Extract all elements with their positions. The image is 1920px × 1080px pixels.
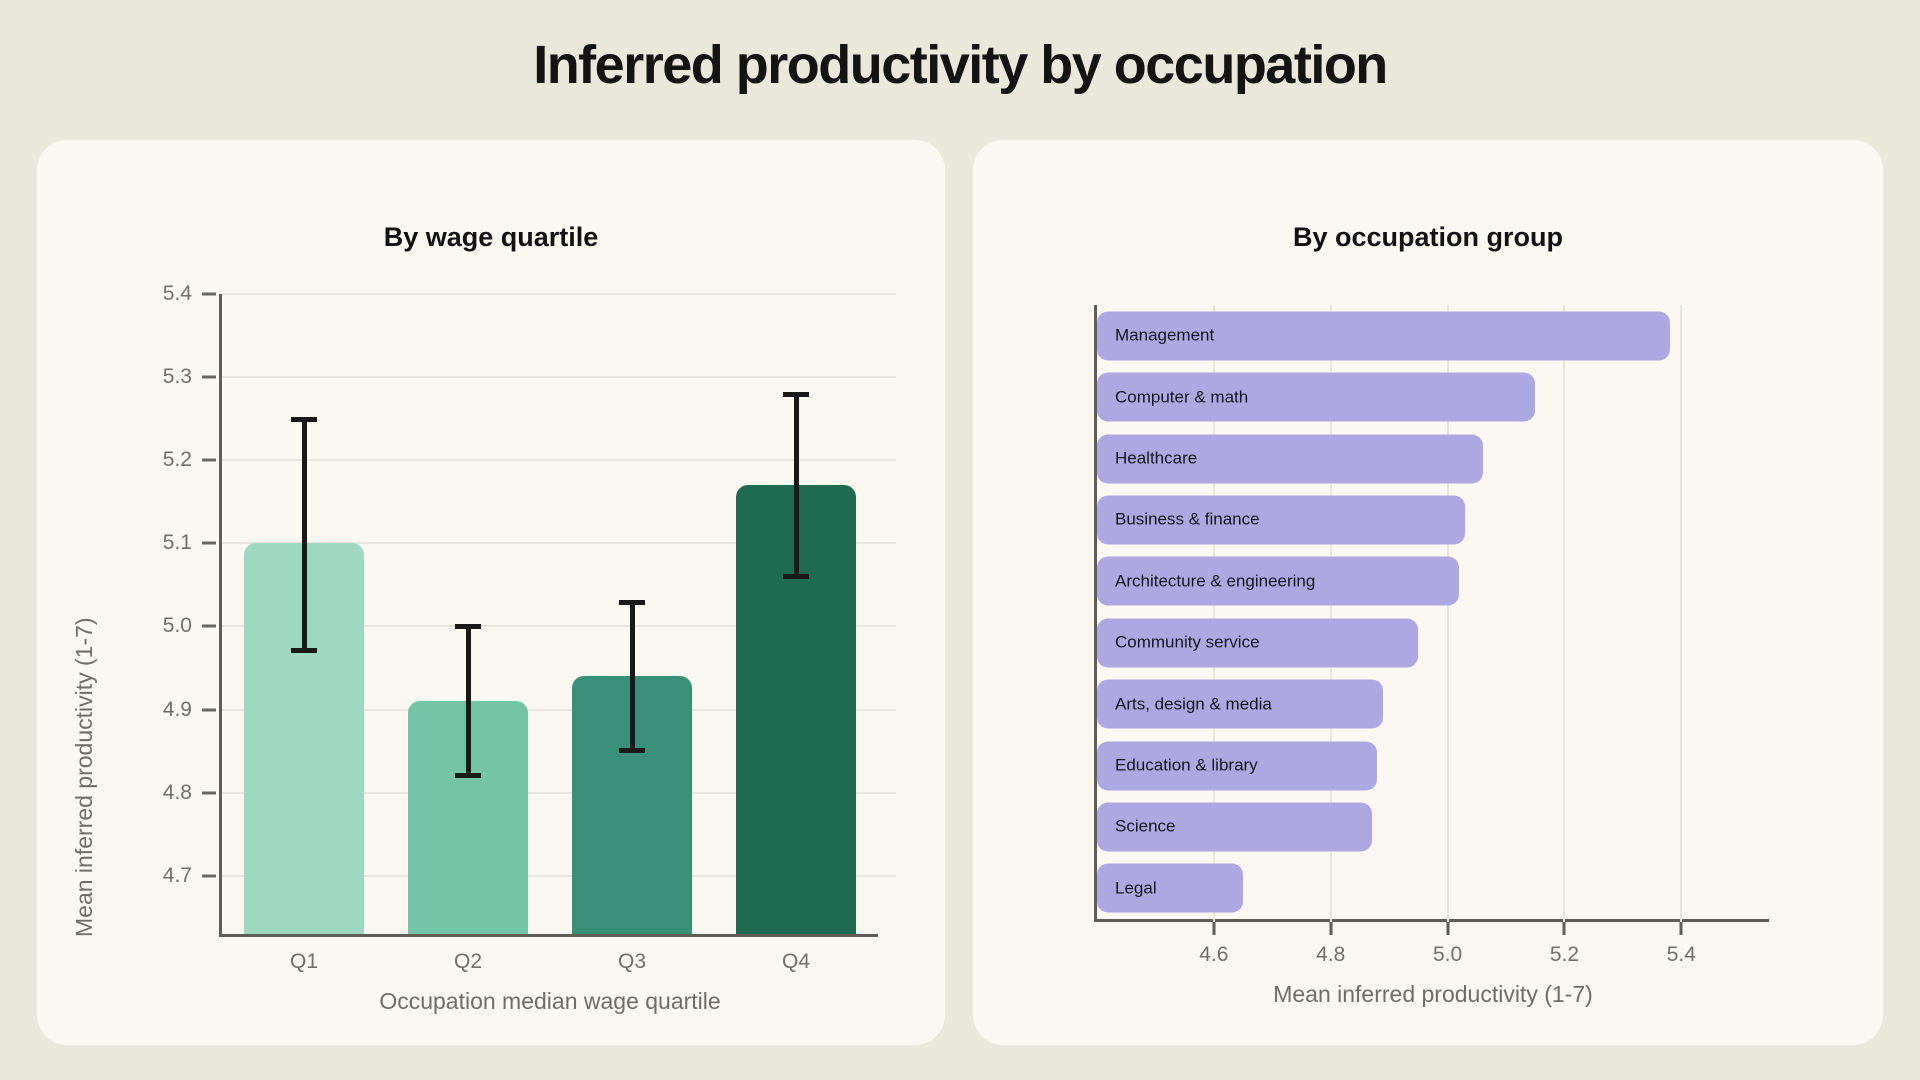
y-tick-label: 5.0: [162, 614, 192, 638]
bar-label-management: Management: [1115, 325, 1215, 345]
bar-community-service: Community service: [1097, 618, 1419, 668]
error-bar-line: [465, 626, 471, 777]
bar-label-business-finance: Business & finance: [1115, 509, 1260, 529]
error-bar-cap-top: [291, 416, 317, 422]
grid-line: [222, 376, 896, 379]
y-tick-label: 4.8: [162, 780, 192, 804]
bar-label-arts-design-media: Arts, design & media: [1115, 694, 1272, 714]
bar-management: Management: [1097, 311, 1670, 361]
x-tick-label: 4.6: [1199, 943, 1229, 966]
x-tick-mark: [1329, 922, 1333, 935]
x-tick-label: 5.4: [1666, 943, 1696, 966]
error-bar-line: [793, 393, 799, 577]
y-tick-label: 4.7: [162, 863, 192, 887]
x-tick-mark: [1679, 922, 1683, 935]
x-tick-label: Q1: [289, 950, 319, 973]
y-tick-mark: [202, 375, 216, 379]
x-tick-label: Q2: [453, 950, 483, 973]
error-bar-cap-top: [455, 624, 481, 630]
grid-line: [222, 791, 896, 794]
wage-quartile-plot: Occupation median wage quartile 4.7 4.8 4.…: [163, 282, 896, 1014]
error-bar-cap-bottom: [783, 573, 809, 579]
y-tick-label: 5.3: [162, 365, 192, 389]
x-tick-label: 5.2: [1549, 943, 1580, 966]
error-bar-cap-top: [619, 599, 645, 605]
page-title: Inferred productivity by occupation: [533, 35, 1388, 95]
grid-line: [222, 293, 896, 295]
x-tick-label: 5.0: [1432, 943, 1463, 966]
occupation-chart-title: By occupation group: [1293, 222, 1563, 252]
y-tick-label: 5.1: [162, 531, 192, 555]
grid-line: [1329, 305, 1332, 922]
bar-computer-math: Computer & math: [1097, 372, 1536, 422]
y-tick-label: 4.9: [162, 697, 192, 721]
bar-arts-design-media: Arts, design & media: [1097, 679, 1384, 729]
error-bar-cap-bottom: [619, 748, 645, 754]
grid-line: [1212, 305, 1215, 922]
x-tick-label: Q3: [617, 950, 647, 973]
bar-business-finance: Business & finance: [1097, 495, 1466, 545]
occupation-x-axis-label: Mean inferred productivity (1-7): [1273, 981, 1593, 1007]
error-bar-cap-top: [783, 391, 809, 397]
grid-line: [222, 459, 896, 462]
bar-label-education-library: Education & library: [1115, 755, 1258, 775]
x-tick-label: Q4: [781, 950, 811, 973]
x-tick-mark: [1446, 922, 1450, 935]
y-tick-mark: [202, 791, 216, 795]
grid-line: [1680, 305, 1683, 922]
y-tick-mark: [202, 292, 216, 296]
x-tick-mark: [1212, 922, 1216, 935]
y-tick-mark: [202, 541, 216, 545]
grid-line: [222, 625, 896, 628]
bar-label-architecture-engineering: Architecture & engineering: [1115, 571, 1316, 591]
error-bar-cap-bottom: [291, 648, 317, 654]
bar-label-science: Science: [1115, 816, 1176, 836]
bar-label-legal: Legal: [1115, 878, 1157, 898]
grid-line: [222, 874, 896, 877]
error-bar-line: [629, 601, 635, 752]
occupation-group-plot: Mean inferred productivity (1-7) 4.6 4.8 5…: [1094, 305, 1769, 1007]
error-bar-cap-bottom: [455, 773, 481, 779]
y-tick-label: 5.2: [162, 448, 192, 472]
bar-healthcare: Healthcare: [1097, 434, 1483, 483]
y-tick-mark: [202, 708, 216, 712]
x-tick-label: 4.8: [1316, 943, 1346, 966]
grid-line: [222, 708, 896, 711]
bar-label-healthcare: Healthcare: [1115, 448, 1198, 468]
bar-science: Science: [1097, 802, 1372, 852]
y-tick-mark: [202, 874, 216, 878]
x-tick-mark: [1562, 922, 1566, 935]
error-bar-line: [301, 418, 307, 652]
bar-education-library: Education & library: [1097, 741, 1378, 790]
wage-y-axis-label: Mean inferred productivity (1-7): [71, 617, 97, 937]
wage-quartile-card: By wage quartile Mean inferred productiv…: [37, 140, 945, 1045]
bar-label-computer-math: Computer & math: [1115, 387, 1249, 407]
bar-architecture-engineering: Architecture & engineering: [1097, 556, 1460, 606]
grid-line: [222, 542, 896, 545]
wage-chart-title: By wage quartile: [383, 222, 599, 252]
occupation-group-card: By occupation group Mean inferred produc…: [973, 140, 1883, 1045]
bar-legal: Legal: [1097, 863, 1244, 913]
bar-label-community-service: Community service: [1115, 632, 1260, 652]
wage-x-axis-label: Occupation median wage quartile: [379, 988, 721, 1014]
y-tick-mark: [202, 624, 216, 628]
grid-line: [1563, 305, 1566, 922]
y-tick-mark: [202, 458, 216, 462]
y-tick-label: 5.4: [162, 282, 192, 305]
grid-line: [1446, 305, 1449, 922]
